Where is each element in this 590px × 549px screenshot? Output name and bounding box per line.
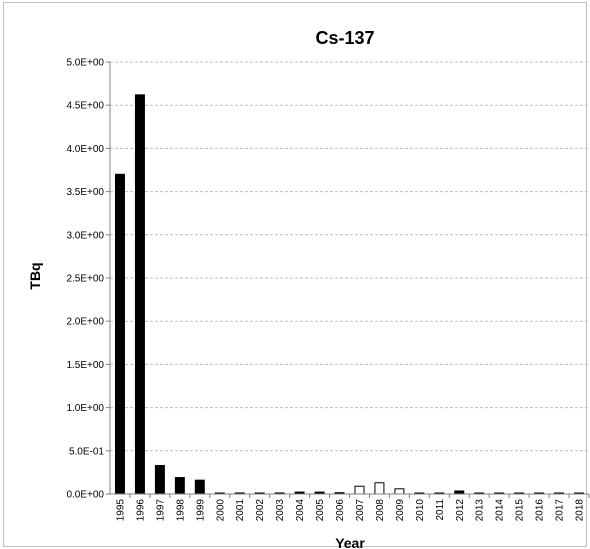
x-tick-label: 2009 — [395, 499, 406, 522]
bar-1995 — [114, 173, 125, 495]
y-tick-label: 1.5E+00 — [66, 360, 104, 371]
axes — [109, 62, 589, 495]
y-axis-label: TBq — [27, 262, 43, 289]
bar-1999 — [194, 479, 205, 495]
y-tick-label: 2.5E+00 — [66, 274, 104, 285]
y-tick-label: 5.0E+00 — [66, 58, 104, 69]
chart-frame — [3, 2, 587, 547]
bar-1996 — [134, 94, 145, 495]
x-tick-label: 2010 — [415, 499, 426, 522]
bars — [114, 94, 585, 495]
y-tick-label: 5.0E-01 — [69, 446, 104, 457]
bar-2009 — [394, 488, 405, 495]
chart-title: Cs-137 — [315, 28, 374, 48]
y-tick-label: 1.0E+00 — [66, 403, 104, 414]
x-tick-labels: 1995 1996 1997 1998 1999 2000 2001 2002 2003 2004… — [115, 499, 585, 522]
bar-2007 — [354, 485, 365, 495]
x-tick-label: 2004 — [295, 499, 306, 522]
x-tick-label: 2003 — [275, 499, 286, 522]
y-tick-label: 4.5E+00 — [66, 101, 104, 112]
gridlines — [106, 61, 590, 498]
x-tick-label: 2008 — [375, 499, 386, 522]
x-tick-label: 2000 — [215, 499, 226, 522]
x-tick-label: 2014 — [495, 499, 506, 522]
y-tick-label: 0.0E+00 — [66, 490, 104, 501]
x-axis-label: Year — [335, 535, 365, 549]
x-tick-label: 1996 — [135, 499, 146, 522]
bar-1997 — [154, 464, 165, 495]
y-tick-label: 3.0E+00 — [66, 230, 104, 241]
y-tick-label: 4.0E+00 — [66, 144, 104, 155]
x-tick-label: 1999 — [195, 499, 206, 522]
y-tick-label: 3.5E+00 — [66, 187, 104, 198]
x-tick-label: 1997 — [155, 499, 166, 522]
x-tick-label: 2012 — [455, 499, 466, 522]
y-tick-labels: 0.0E+00 5.0E-01 1.0E+00 1.5E+00 2.0E+00 2.5E+… — [66, 58, 104, 501]
bar-1998 — [174, 477, 185, 495]
x-tick-label: 2011 — [435, 499, 446, 521]
bar-2008 — [374, 482, 385, 495]
x-tick-label: 1995 — [115, 499, 126, 522]
x-tick-label: 2018 — [575, 499, 586, 522]
y-tick-label: 2.0E+00 — [66, 317, 104, 328]
x-tick-label: 2006 — [335, 499, 346, 522]
x-tick-label: 2005 — [315, 499, 326, 522]
x-tick-label: 2015 — [515, 499, 526, 522]
x-tick-label: 2002 — [255, 499, 266, 522]
x-tick-label: 1998 — [175, 499, 186, 522]
x-tick-label: 2013 — [475, 499, 486, 522]
x-tick-label: 2001 — [235, 499, 246, 522]
x-tick-label: 2017 — [555, 499, 566, 522]
x-tick-label: 2007 — [355, 499, 366, 522]
x-tick-label: 2016 — [535, 499, 546, 522]
